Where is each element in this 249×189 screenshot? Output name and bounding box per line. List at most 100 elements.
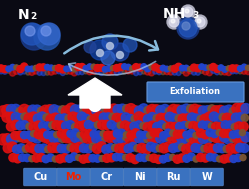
- Circle shape: [80, 107, 88, 115]
- Circle shape: [97, 50, 104, 57]
- Circle shape: [198, 121, 207, 129]
- Circle shape: [49, 122, 55, 129]
- Circle shape: [60, 114, 69, 123]
- Circle shape: [104, 131, 112, 139]
- Circle shape: [107, 43, 114, 50]
- Circle shape: [245, 69, 249, 75]
- Circle shape: [168, 66, 173, 71]
- Circle shape: [164, 142, 174, 152]
- Circle shape: [102, 145, 111, 154]
- Circle shape: [206, 70, 212, 76]
- Circle shape: [104, 113, 113, 122]
- Circle shape: [177, 17, 199, 39]
- Circle shape: [84, 41, 96, 53]
- Circle shape: [102, 67, 108, 72]
- Text: Mo: Mo: [65, 172, 82, 182]
- Text: 3: 3: [192, 11, 198, 20]
- Circle shape: [220, 132, 230, 142]
- Circle shape: [6, 69, 11, 73]
- Circle shape: [21, 23, 43, 45]
- Circle shape: [37, 70, 42, 75]
- Circle shape: [160, 104, 170, 114]
- Circle shape: [186, 142, 196, 152]
- Circle shape: [1, 66, 8, 73]
- Circle shape: [173, 130, 182, 138]
- Circle shape: [100, 131, 106, 137]
- Circle shape: [204, 143, 214, 153]
- Circle shape: [134, 145, 141, 152]
- Circle shape: [17, 144, 26, 153]
- Circle shape: [159, 143, 169, 153]
- Circle shape: [241, 64, 247, 70]
- Circle shape: [43, 114, 50, 121]
- Circle shape: [48, 131, 56, 139]
- Circle shape: [238, 70, 243, 74]
- Circle shape: [92, 105, 102, 115]
- Circle shape: [108, 104, 119, 115]
- Circle shape: [130, 106, 141, 117]
- Circle shape: [220, 106, 230, 116]
- Circle shape: [230, 155, 237, 163]
- Circle shape: [11, 120, 20, 129]
- Circle shape: [229, 65, 236, 72]
- Circle shape: [131, 129, 140, 137]
- Circle shape: [198, 134, 208, 143]
- Circle shape: [113, 134, 123, 144]
- Circle shape: [75, 122, 84, 131]
- Circle shape: [113, 130, 121, 137]
- Circle shape: [89, 143, 96, 150]
- Circle shape: [2, 112, 12, 122]
- Circle shape: [110, 69, 116, 75]
- Circle shape: [34, 24, 60, 50]
- Circle shape: [45, 71, 50, 75]
- FancyArrowPatch shape: [64, 36, 158, 53]
- Circle shape: [194, 134, 205, 145]
- Circle shape: [169, 17, 179, 27]
- Circle shape: [126, 154, 134, 162]
- Circle shape: [196, 129, 205, 137]
- Circle shape: [121, 121, 129, 130]
- Circle shape: [176, 122, 184, 131]
- Circle shape: [193, 15, 207, 29]
- Circle shape: [3, 143, 13, 153]
- Circle shape: [0, 65, 4, 72]
- Circle shape: [171, 65, 178, 72]
- Circle shape: [80, 130, 89, 138]
- Circle shape: [234, 69, 239, 74]
- Circle shape: [219, 70, 223, 75]
- Circle shape: [113, 64, 120, 71]
- Circle shape: [224, 105, 234, 115]
- Circle shape: [216, 123, 225, 132]
- Circle shape: [94, 155, 101, 162]
- Circle shape: [6, 105, 16, 115]
- Circle shape: [9, 154, 17, 162]
- Circle shape: [236, 134, 247, 145]
- FancyBboxPatch shape: [24, 168, 57, 186]
- Circle shape: [127, 131, 135, 140]
- Circle shape: [109, 113, 116, 121]
- Circle shape: [222, 113, 232, 123]
- Circle shape: [130, 132, 141, 143]
- Circle shape: [148, 70, 155, 76]
- Circle shape: [9, 70, 16, 76]
- Circle shape: [202, 69, 209, 75]
- Circle shape: [197, 115, 204, 123]
- Circle shape: [55, 65, 62, 72]
- Circle shape: [161, 70, 165, 75]
- Circle shape: [0, 134, 8, 145]
- Circle shape: [157, 70, 162, 75]
- Circle shape: [33, 65, 38, 70]
- Circle shape: [199, 69, 204, 73]
- Circle shape: [16, 134, 24, 142]
- Circle shape: [118, 68, 123, 73]
- Circle shape: [141, 64, 147, 69]
- Circle shape: [83, 104, 94, 115]
- Circle shape: [178, 130, 186, 138]
- Circle shape: [151, 143, 160, 152]
- Circle shape: [170, 130, 176, 136]
- Circle shape: [42, 155, 50, 163]
- Circle shape: [197, 19, 201, 23]
- Circle shape: [139, 133, 149, 143]
- Circle shape: [79, 144, 88, 153]
- Circle shape: [145, 69, 151, 75]
